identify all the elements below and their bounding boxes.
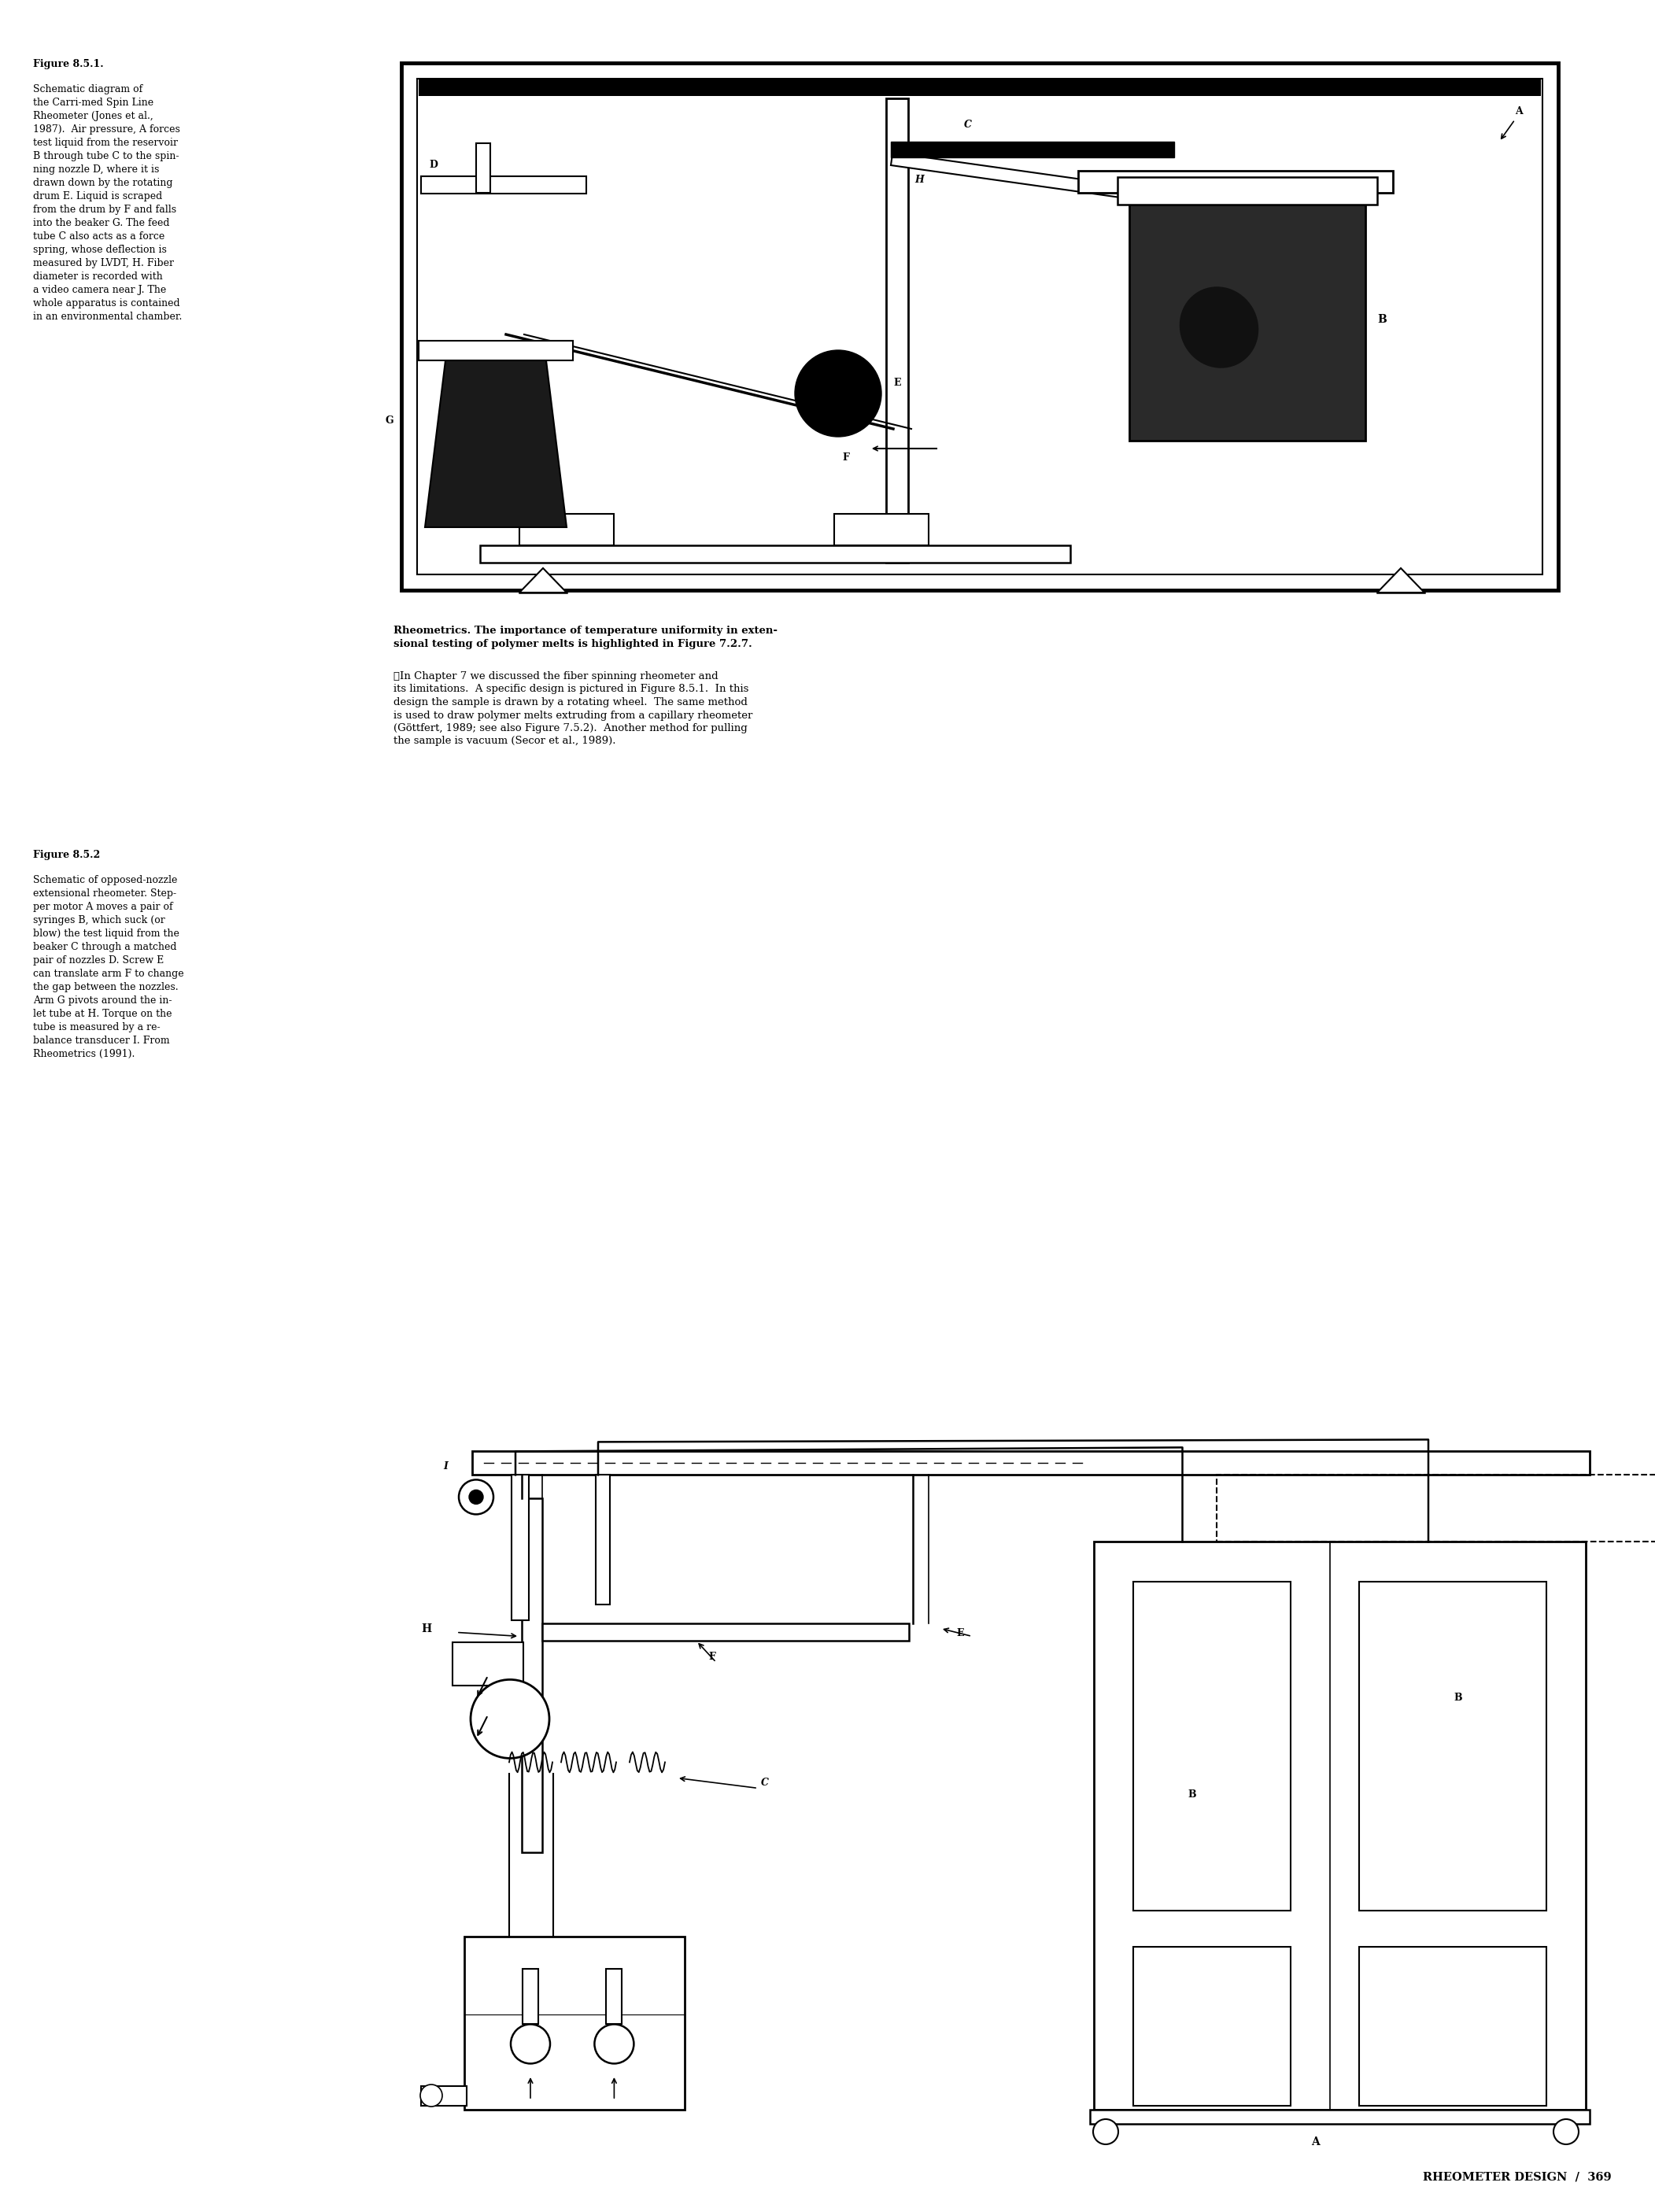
Bar: [452, 1644, 523, 1686]
Bar: [890, 142, 1173, 157]
Text: E: E: [957, 1628, 963, 1639]
Bar: [1129, 204, 1365, 440]
Bar: [1094, 1542, 1585, 2110]
Text: C: C: [761, 1778, 770, 1787]
Text: H: H: [420, 1624, 432, 1635]
Bar: [1134, 1947, 1291, 2106]
Text: E: E: [894, 378, 900, 387]
Bar: [834, 513, 928, 546]
Text: Schematic diagram of
the Carri-med Spin Line
Rheometer (Jones et al.,
1987).  Ai: Schematic diagram of the Carri-med Spin …: [33, 84, 182, 321]
Text: Figure 8.5.2: Figure 8.5.2: [33, 849, 101, 860]
Text: B: B: [1453, 1692, 1461, 1703]
Circle shape: [468, 1491, 483, 1504]
Bar: [1216, 1475, 1655, 1542]
Bar: [606, 1969, 622, 2024]
Text: A: A: [1311, 2137, 1319, 2148]
Text: Rheometrics. The importance of temperature uniformity in exten-
sional testing o: Rheometrics. The importance of temperatu…: [394, 626, 778, 648]
Polygon shape: [520, 568, 566, 593]
Text: G: G: [386, 416, 394, 425]
Circle shape: [794, 349, 882, 436]
Bar: [1134, 1582, 1291, 1911]
Text: D: D: [429, 159, 437, 170]
Bar: [480, 546, 1071, 562]
Bar: [511, 1475, 530, 1621]
Bar: [477, 144, 490, 192]
Ellipse shape: [1180, 288, 1258, 367]
Circle shape: [594, 2024, 634, 2064]
Bar: [1091, 2110, 1590, 2124]
Bar: [1359, 1582, 1546, 1911]
Text: Schematic of opposed-nozzle
extensional rheometer. Step-
per motor A moves a pai: Schematic of opposed-nozzle extensional …: [33, 876, 184, 1060]
Polygon shape: [425, 354, 566, 526]
Circle shape: [1092, 2119, 1119, 2143]
Text: I: I: [444, 1462, 449, 1471]
Bar: [419, 341, 573, 361]
Text: H: H: [915, 175, 923, 186]
Bar: [543, 1624, 909, 1641]
Text: F: F: [842, 453, 849, 462]
Bar: [402, 62, 1559, 591]
Bar: [596, 1475, 611, 1606]
Text: A: A: [1514, 106, 1523, 117]
Text: In Chapter 7 we discussed the fiber spinning rheometer and
its limitations.  A s: In Chapter 7 we discussed the fiber spin…: [394, 670, 753, 745]
Bar: [885, 97, 909, 562]
Text: Figure 8.5.1.: Figure 8.5.1.: [33, 60, 104, 69]
Bar: [419, 80, 1541, 95]
Bar: [420, 177, 586, 195]
Bar: [1077, 170, 1394, 192]
Text: C: C: [965, 119, 971, 131]
Circle shape: [511, 2024, 549, 2064]
Bar: [520, 513, 614, 546]
Circle shape: [458, 1480, 493, 1515]
Bar: [521, 1498, 543, 1854]
Bar: [465, 1936, 685, 2110]
Circle shape: [1554, 2119, 1579, 2143]
Text: B: B: [1188, 1790, 1197, 1801]
Bar: [523, 1969, 538, 2024]
Bar: [417, 80, 1542, 575]
Circle shape: [420, 2084, 442, 2106]
Bar: [420, 2086, 467, 2106]
Bar: [1359, 1947, 1546, 2106]
Bar: [1117, 177, 1377, 204]
Bar: [472, 1451, 1590, 1475]
Polygon shape: [1377, 568, 1425, 593]
Text: F: F: [708, 1652, 715, 1661]
Text: B: B: [1377, 314, 1387, 325]
Circle shape: [470, 1679, 549, 1759]
Bar: [890, 153, 1236, 215]
Text: RHEOMETER DESIGN  /  369: RHEOMETER DESIGN / 369: [1423, 2172, 1612, 2181]
